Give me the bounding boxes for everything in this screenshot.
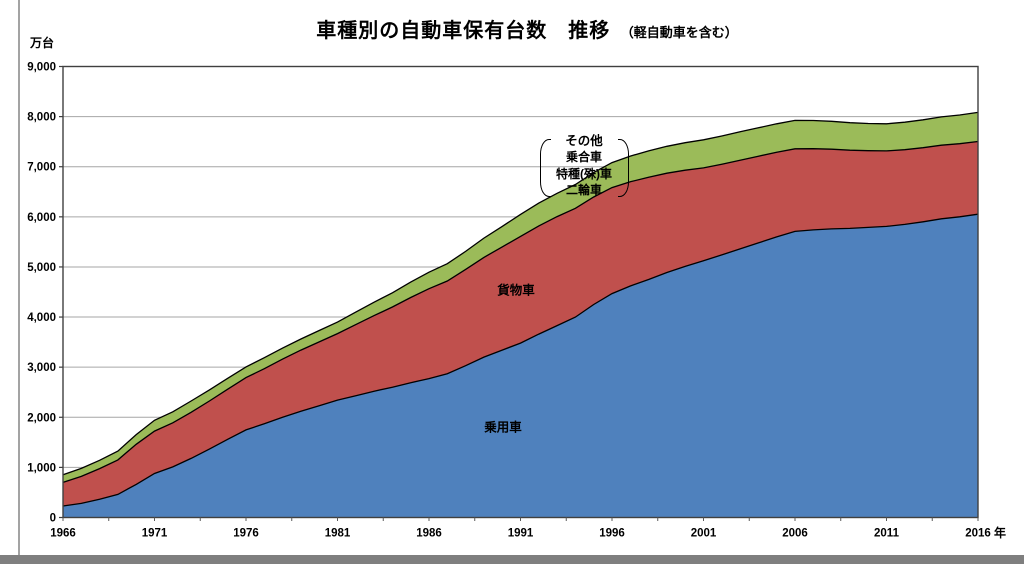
y-tick-label: 4,000 (27, 312, 56, 324)
y-tick-label: 3,000 (27, 362, 56, 374)
x-tick-label: 1996 (599, 528, 625, 540)
y-tick-label: 7,000 (27, 162, 56, 174)
x-tick-label: 2001 (691, 528, 717, 540)
x-tick-label: 2006 (782, 528, 808, 540)
legend: その他 乗合車特種(殊)車 二輪車 (541, 133, 627, 199)
window-bottom-edge (0, 555, 1024, 564)
window-left-border (18, 0, 20, 555)
chart-title-note: （軽自動車を含む） (620, 25, 738, 40)
freight-area-label: 貨物車 (497, 283, 535, 298)
area-outline-乗用車 (62, 213, 979, 507)
x-tick-label: 1981 (325, 528, 351, 540)
y-axis-unit-label: 万台 (30, 36, 55, 50)
x-axis-unit-label: 年 (994, 526, 1007, 540)
passenger-area-label: 乗用車 (484, 420, 522, 435)
y-tick-label: 0 (50, 513, 56, 525)
legend-item: 特種(殊)車 (556, 166, 612, 181)
legend-bracket-right-icon (618, 139, 629, 197)
x-tick-label: 1976 (233, 528, 259, 540)
x-tick-label: 1966 (50, 528, 76, 540)
area-outline-貨物車 (62, 140, 979, 484)
legend-items: 乗合車特種(殊)車 二輪車 (541, 149, 627, 199)
y-tick-label: 6,000 (27, 212, 56, 224)
x-tick-label: 1971 (142, 528, 168, 540)
chart-title-main: 車種別の自動車保有台数 推移 (316, 20, 611, 42)
legend-item: 二輪車 (565, 183, 602, 197)
chart-title: 車種別の自動車保有台数 推移 （軽自動車を含む） (0, 14, 1024, 43)
y-tick-label: 9,000 (27, 62, 56, 74)
area-outline-その他 (62, 111, 979, 476)
legend-bracket-left-icon (540, 139, 551, 197)
y-tick-label: 8,000 (27, 112, 56, 124)
x-tick-label: 1991 (508, 528, 534, 540)
x-tick-label: 2011 (874, 528, 900, 540)
x-tick-label: 1986 (416, 528, 442, 540)
y-tick-label: 2,000 (27, 412, 56, 424)
legend-other-label: その他 (565, 134, 603, 148)
x-tick-label: 2016 (965, 528, 991, 540)
y-tick-label: 1,000 (27, 462, 56, 474)
y-tick-label: 5,000 (27, 262, 56, 274)
legend-item: 乗合車 (565, 150, 602, 164)
area-乗用車 (63, 214, 978, 518)
